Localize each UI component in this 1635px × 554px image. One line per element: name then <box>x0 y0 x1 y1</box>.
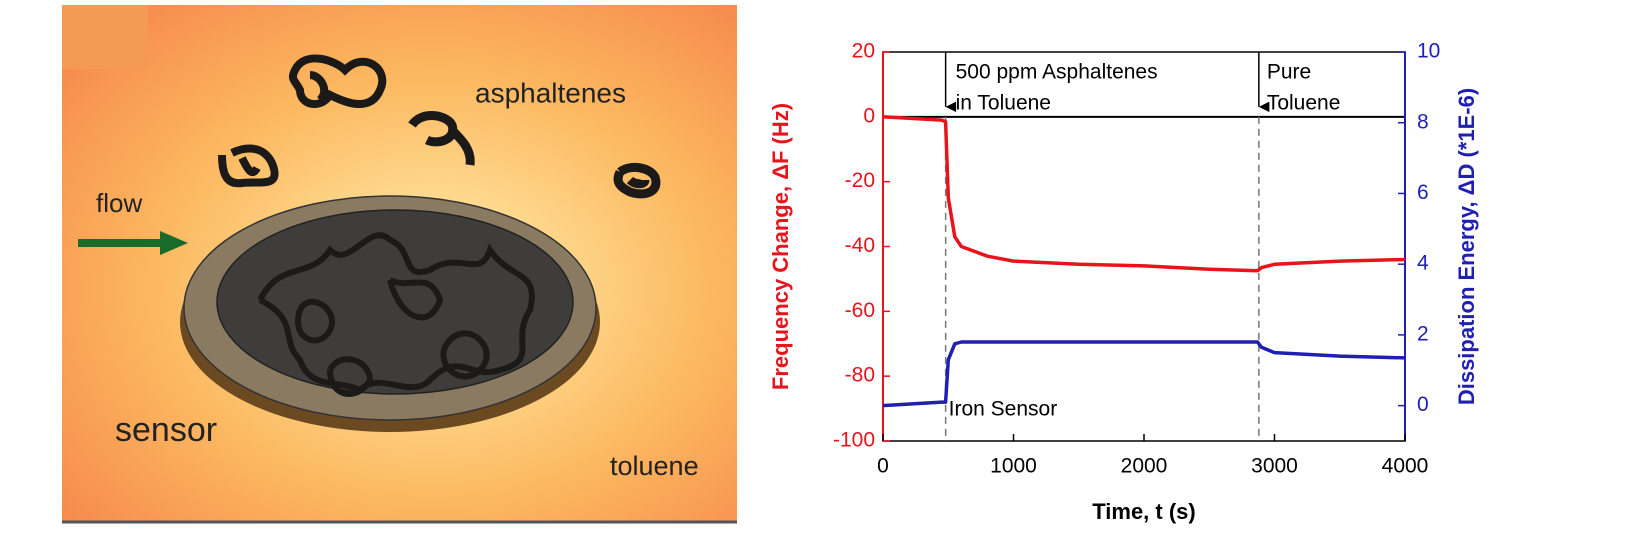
y-axis-title: Frequency Change, ΔF (Hz) <box>768 103 793 390</box>
series-line <box>883 117 1405 271</box>
annotation: Pure <box>1267 61 1311 84</box>
chart: 0 1000 2000 3000 4000 -100 -80 -60 -40 -20 0 20 0 2 4 6… <box>768 40 1479 524</box>
diagram-label: flow <box>96 188 142 218</box>
corner-patch <box>62 5 148 69</box>
y2-tick-label: 2 <box>1417 322 1429 345</box>
y-tick-label: -80 <box>845 364 875 387</box>
sensor-surface <box>217 210 573 394</box>
y-tick-label: 0 <box>863 104 875 127</box>
annotation: Iron Sensor <box>949 398 1058 421</box>
y-tick-label: -40 <box>845 234 875 257</box>
series-line <box>883 342 1405 406</box>
x-axis-title: Time, t (s) <box>1092 499 1196 524</box>
x-tick-label: 4000 <box>1382 455 1429 478</box>
x-tick-label: 2000 <box>1121 455 1168 478</box>
annotation: 500 ppm Asphaltenes <box>956 61 1158 84</box>
figure: asphaltenes flow sensor toluene 01000200… <box>0 0 1635 549</box>
y-tick-label: 20 <box>852 40 875 63</box>
y2-tick-label: 10 <box>1417 40 1440 63</box>
y2-axis-title: Dissipation Energy, ΔD (*1E-6) <box>1454 88 1479 405</box>
y2-tick-label: 6 <box>1417 181 1429 204</box>
y-tick-label: -20 <box>845 169 875 192</box>
x-tick-label: 0 <box>877 455 889 478</box>
diagram-label: sensor <box>115 411 217 449</box>
y2-tick-label: 8 <box>1417 110 1429 133</box>
diagram-label: asphaltenes <box>475 77 626 108</box>
diagram-label: toluene <box>610 451 699 481</box>
y2-tick-label: 0 <box>1417 393 1429 416</box>
y-tick-label: -60 <box>845 299 875 322</box>
page: {"diagram": {"labels": ["asphaltenes", "… <box>0 0 1635 549</box>
x-tick-label: 1000 <box>990 455 1037 478</box>
y2-tick-label: 4 <box>1417 252 1429 275</box>
annotation: in Toluene <box>956 92 1051 115</box>
y-tick-label: -100 <box>833 429 875 452</box>
annotation: Toluene <box>1267 92 1341 115</box>
diagram: asphaltenes flow sensor toluene <box>62 5 737 522</box>
x-tick-label: 3000 <box>1251 455 1298 478</box>
